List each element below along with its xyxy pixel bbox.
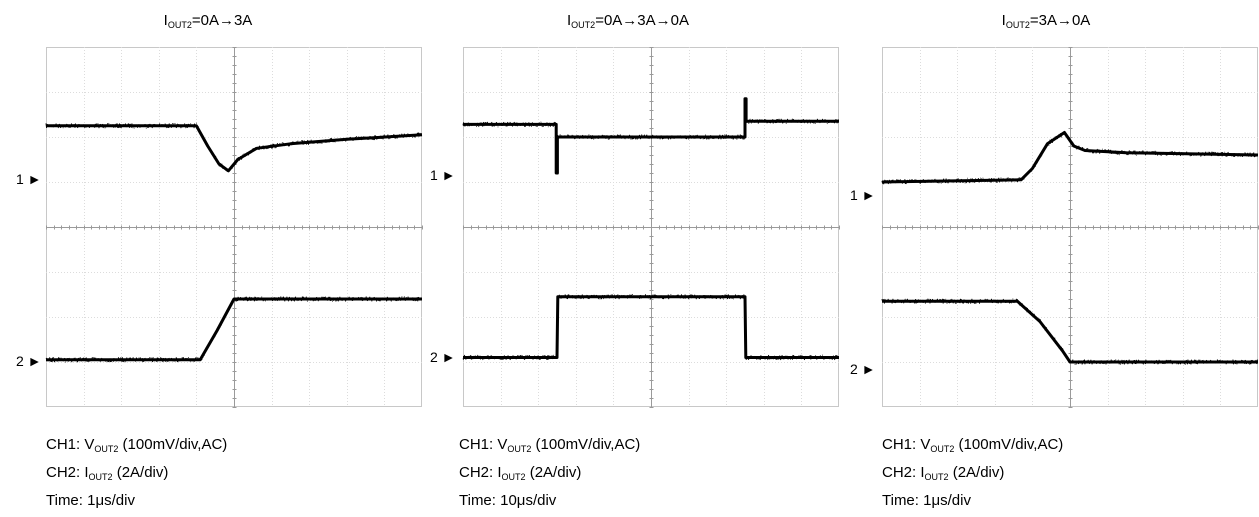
ch2-marker-3: 2 ► bbox=[850, 362, 876, 376]
ch1-prefix: CH1: V bbox=[459, 436, 508, 453]
marker-arrow-icon: ► bbox=[23, 353, 42, 369]
marker-arrow-icon: ► bbox=[437, 167, 456, 183]
marker-arrow-icon: ► bbox=[23, 171, 42, 187]
ch1-rest: (100mV/div,AC) bbox=[531, 436, 641, 453]
trace-noise-ch2 bbox=[462, 293, 839, 361]
ch1-marker-label: 1 bbox=[850, 187, 858, 203]
scope-panel-2: IOUT2=0A→3A→0A 1 ► 2 ► CH1: VOUT2 (100mV… bbox=[420, 0, 840, 517]
ch1-marker-label: 1 bbox=[430, 167, 438, 183]
trace-noise-ch2 bbox=[45, 296, 422, 363]
scope-panel-1: IOUT2=0A→3A 1 ► 2 ► CH1: VOUT2 (100mV/di… bbox=[0, 0, 423, 517]
time-info: Time: 1μs/div bbox=[882, 492, 971, 509]
ch2-sub: OUT2 bbox=[924, 472, 949, 482]
marker-arrow-icon: ► bbox=[857, 361, 876, 377]
time-info: Time: 1μs/div bbox=[46, 492, 135, 509]
marker-arrow-icon: ► bbox=[437, 349, 456, 365]
ch1-prefix: CH1: V bbox=[882, 436, 931, 453]
title-sub: OUT2 bbox=[167, 20, 192, 30]
title-sub: OUT2 bbox=[571, 20, 596, 30]
ch2-rest: (2A/div) bbox=[112, 464, 169, 481]
ch2-prefix: CH2: I bbox=[459, 464, 502, 481]
ch2-marker-label: 2 bbox=[430, 349, 438, 365]
ch1-marker-3: 1 ► bbox=[850, 188, 876, 202]
ch2-marker-label: 2 bbox=[850, 361, 858, 377]
trace-noise-ch1 bbox=[45, 122, 422, 172]
title-sub: OUT2 bbox=[1005, 20, 1030, 30]
panel-title-2: IOUT2=0A→3A→0A bbox=[395, 12, 861, 30]
scope-plot-3 bbox=[881, 47, 1259, 408]
scope-panel-3: IOUT2=3A→0A 1 ► 2 ► CH1: VOUT2 (100mV/di… bbox=[838, 0, 1259, 517]
channel-info-1: CH1: VOUT2 (100mV/div,AC) CH2: IOUT2 (2A… bbox=[46, 433, 227, 513]
scope-screen-3 bbox=[881, 47, 1259, 408]
ch2-sub: OUT2 bbox=[501, 472, 526, 482]
ch2-info: CH2: IOUT2 (2A/div) bbox=[459, 461, 640, 489]
marker-arrow-icon: ► bbox=[857, 187, 876, 203]
ch2-sub: OUT2 bbox=[88, 472, 113, 482]
ch1-info: CH1: VOUT2 (100mV/div,AC) bbox=[46, 433, 227, 461]
ch2-info: CH2: IOUT2 (2A/div) bbox=[46, 461, 227, 489]
ch2-info: CH2: IOUT2 (2A/div) bbox=[882, 461, 1063, 489]
ch1-marker-1: 1 ► bbox=[16, 172, 42, 186]
ch1-sub: OUT2 bbox=[507, 444, 532, 454]
ch1-marker-2: 1 ► bbox=[430, 168, 456, 182]
scope-plot-2 bbox=[462, 47, 840, 408]
title-rest: =3A→0A bbox=[1029, 12, 1091, 29]
title-main: I bbox=[163, 12, 168, 29]
ch1-rest: (100mV/div,AC) bbox=[118, 436, 228, 453]
panel-title-3: IOUT2=3A→0A bbox=[813, 12, 1259, 30]
panel-title-1: IOUT2=0A→3A bbox=[0, 12, 441, 30]
ch2-rest: (2A/div) bbox=[525, 464, 582, 481]
ch1-info: CH1: VOUT2 (100mV/div,AC) bbox=[882, 433, 1063, 461]
scope-plot-1 bbox=[45, 47, 423, 408]
trace-noise-ch1 bbox=[462, 97, 839, 175]
scope-screen-2 bbox=[462, 47, 840, 408]
ch1-marker-label: 1 bbox=[16, 171, 24, 187]
ch1-sub: OUT2 bbox=[930, 444, 955, 454]
ch2-prefix: CH2: I bbox=[882, 464, 925, 481]
trace-noise-ch2 bbox=[881, 298, 1258, 365]
ch1-prefix: CH1: V bbox=[46, 436, 95, 453]
title-main: I bbox=[1001, 12, 1006, 29]
trace-noise-ch1 bbox=[881, 130, 1258, 185]
ch2-marker-1: 2 ► bbox=[16, 354, 42, 368]
ch2-prefix: CH2: I bbox=[46, 464, 89, 481]
ch2-marker-2: 2 ► bbox=[430, 350, 456, 364]
ch1-rest: (100mV/div,AC) bbox=[954, 436, 1064, 453]
ch1-sub: OUT2 bbox=[94, 444, 119, 454]
channel-info-2: CH1: VOUT2 (100mV/div,AC) CH2: IOUT2 (2A… bbox=[459, 433, 640, 513]
time-info: Time: 10μs/div bbox=[459, 492, 557, 509]
ch1-info: CH1: VOUT2 (100mV/div,AC) bbox=[459, 433, 640, 461]
channel-info-3: CH1: VOUT2 (100mV/div,AC) CH2: IOUT2 (2A… bbox=[882, 433, 1063, 513]
scope-screen-1 bbox=[45, 47, 423, 408]
title-rest: =0A→3A→0A bbox=[595, 12, 689, 29]
title-rest: =0A→3A bbox=[191, 12, 253, 29]
ch2-rest: (2A/div) bbox=[948, 464, 1005, 481]
title-main: I bbox=[567, 12, 572, 29]
ch2-marker-label: 2 bbox=[16, 353, 24, 369]
